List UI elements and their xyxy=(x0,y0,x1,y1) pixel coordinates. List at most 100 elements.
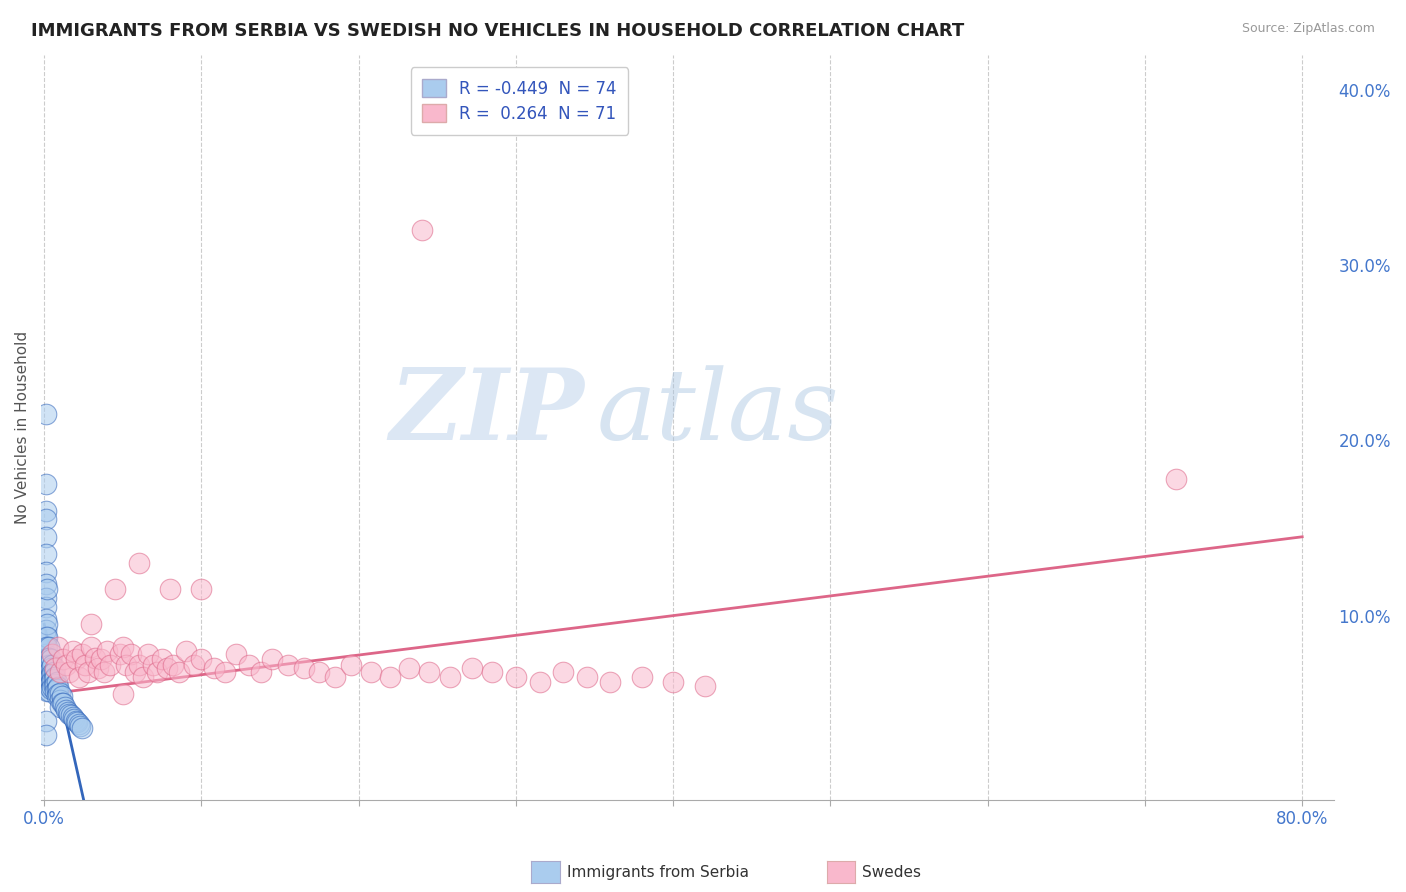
Point xyxy=(58,706,80,721)
Point xyxy=(174,643,197,657)
Y-axis label: No Vehicles in Household: No Vehicles in Household xyxy=(15,331,30,524)
Point xyxy=(529,675,551,690)
Point xyxy=(323,670,346,684)
Point xyxy=(183,657,205,672)
Text: ZIP: ZIP xyxy=(389,364,583,460)
Point xyxy=(39,668,62,682)
Point xyxy=(93,665,115,679)
Point xyxy=(35,661,58,675)
Point xyxy=(599,675,621,690)
Point xyxy=(35,577,58,591)
Point xyxy=(35,547,58,561)
Point xyxy=(55,703,77,717)
Point xyxy=(461,661,484,675)
Point xyxy=(553,665,575,679)
Point xyxy=(156,661,179,675)
Point xyxy=(439,670,461,684)
Point xyxy=(128,556,150,570)
Point xyxy=(360,665,382,679)
Point xyxy=(111,688,134,702)
Point xyxy=(35,512,58,526)
Text: Source: ZipAtlas.com: Source: ZipAtlas.com xyxy=(1241,22,1375,36)
Point xyxy=(35,728,58,742)
Point xyxy=(90,652,112,666)
Point xyxy=(162,657,184,672)
Point xyxy=(55,657,77,672)
Point xyxy=(37,630,59,644)
Point xyxy=(65,652,87,666)
Point xyxy=(418,665,440,679)
Point xyxy=(63,712,86,726)
Point xyxy=(35,530,58,544)
Point xyxy=(41,681,63,695)
Point xyxy=(53,699,76,714)
Point xyxy=(202,661,225,675)
Point xyxy=(77,665,100,679)
Point xyxy=(35,503,58,517)
Point xyxy=(35,407,58,421)
Point xyxy=(190,582,212,597)
Point xyxy=(83,650,105,665)
Point xyxy=(42,679,65,693)
Point xyxy=(214,665,236,679)
Point xyxy=(630,670,652,684)
Point xyxy=(340,657,363,672)
Point xyxy=(87,661,110,675)
Point xyxy=(45,689,67,703)
Point xyxy=(42,672,65,686)
Point xyxy=(37,657,59,672)
Point xyxy=(104,582,127,597)
Point xyxy=(62,643,84,657)
Point xyxy=(35,714,58,728)
Point xyxy=(52,696,75,710)
Point xyxy=(693,679,716,693)
Point xyxy=(35,654,58,668)
Point xyxy=(35,623,58,637)
Point xyxy=(37,672,59,686)
Point xyxy=(45,682,67,697)
Point xyxy=(51,689,73,703)
Point xyxy=(37,650,59,665)
Point xyxy=(35,591,58,606)
Point xyxy=(35,565,58,579)
Point xyxy=(37,582,59,597)
Point xyxy=(65,714,87,728)
Point xyxy=(38,640,60,654)
Point xyxy=(115,657,138,672)
Point xyxy=(42,665,65,679)
Point xyxy=(38,665,60,679)
Point xyxy=(142,657,165,672)
Point xyxy=(38,679,60,693)
Point xyxy=(37,684,59,698)
Point xyxy=(67,670,90,684)
Text: Swedes: Swedes xyxy=(862,865,921,880)
Point xyxy=(62,710,84,724)
Point xyxy=(39,675,62,690)
Point xyxy=(225,647,247,661)
Point xyxy=(292,661,315,675)
Point xyxy=(58,665,80,679)
Point xyxy=(80,617,103,632)
Point xyxy=(128,657,150,672)
Point xyxy=(49,699,72,714)
Point xyxy=(44,677,66,691)
Point xyxy=(38,657,60,672)
Point xyxy=(35,599,58,614)
Point xyxy=(136,647,159,661)
Point xyxy=(41,647,63,661)
Point xyxy=(1166,472,1188,486)
Point xyxy=(35,630,58,644)
Point xyxy=(59,708,82,723)
Point xyxy=(37,617,59,632)
Point xyxy=(35,647,58,661)
Point xyxy=(108,647,131,661)
Point xyxy=(45,675,67,690)
Point xyxy=(70,647,93,661)
Point xyxy=(35,612,58,626)
Text: atlas: atlas xyxy=(598,365,839,460)
Point xyxy=(96,643,118,657)
Point xyxy=(70,721,93,735)
Point xyxy=(575,670,598,684)
Point xyxy=(262,652,284,666)
Point xyxy=(56,705,79,719)
